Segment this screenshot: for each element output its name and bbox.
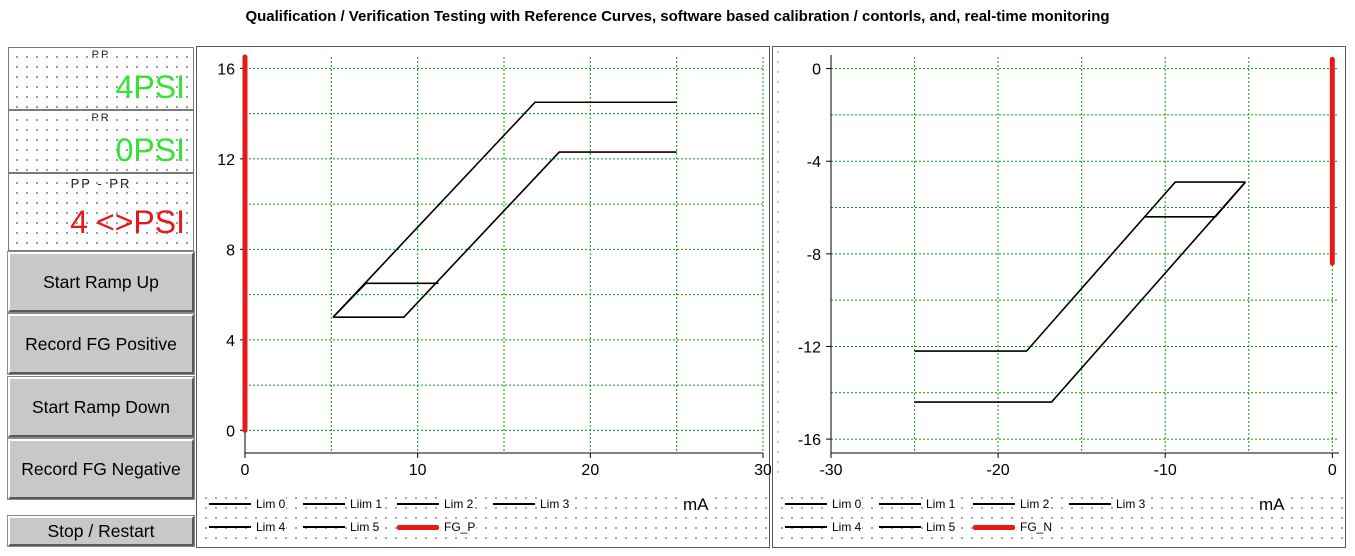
pos-legend-item: Lim 5	[303, 520, 381, 534]
pos-right-margin-dots	[767, 47, 771, 477]
neg-legend-swatch	[879, 503, 921, 505]
pos-y-tick-label: 16	[217, 61, 235, 78]
positive-chart: 0 10 20 30 0 4 8 12 16	[197, 47, 771, 479]
neg-legend-label: Lim 4	[831, 520, 863, 534]
neg-legend-item: Lim 3	[1069, 497, 1147, 511]
stop-restart-button[interactable]: Stop / Restart	[7, 515, 195, 547]
neg-y-tick-label: -4	[807, 154, 821, 171]
pos-x-tick-label: 30	[754, 462, 771, 479]
pos-legend-label: Lim 5	[349, 520, 381, 534]
neg-legend-swatch	[879, 526, 921, 528]
neg-y-tick-label: -12	[798, 339, 821, 356]
pos-legend-label: Lim 0	[255, 497, 287, 511]
pos-legend-item: Lim 3	[493, 497, 571, 511]
pos-legend-label: Liim 1	[349, 497, 384, 511]
window-title: Qualification / Verification Testing wit…	[245, 8, 1110, 25]
pos-legend-label: Lim 3	[539, 497, 571, 511]
pp-pr-label: PP - PR	[70, 176, 132, 191]
pr-readout: PR 0PSI	[8, 110, 194, 173]
record-fg-negative-button[interactable]: Record FG Negative	[7, 438, 195, 500]
neg-legend-label: Lim 2	[1019, 497, 1051, 511]
neg-legend-swatch	[785, 526, 827, 528]
neg-series-lim-2	[1145, 181, 1247, 218]
pos-x-tick-label: 20	[581, 462, 599, 479]
pr-unit: PSI	[133, 132, 185, 168]
neg-series-lim-1	[914, 181, 1247, 403]
negative-chart-panel: -30 -20 -10 0 0 -4 -8 -12 -16 Lim 0 Lim 1 Lim 2 Lim…	[772, 46, 1347, 548]
pos-legend-label: Lim 4	[255, 520, 287, 534]
neg-legend-swatch	[1069, 503, 1111, 505]
pr-label: PR	[91, 112, 111, 124]
pos-x-tick-label: 0	[241, 462, 250, 479]
neg-y-tick-label: -16	[798, 432, 821, 449]
pos-legend-swatch	[303, 526, 345, 528]
neg-legend-item: Lim 5	[879, 520, 957, 534]
pos-legend-item: Lim 4	[209, 520, 287, 534]
pos-legend-item: Liim 1	[303, 497, 384, 511]
pos-legend-item: Lim 0	[209, 497, 287, 511]
negative-x-unit-label: mA	[1257, 495, 1287, 515]
negative-chart: -30 -20 -10 0 0 -4 -8 -12 -16	[773, 47, 1347, 479]
pos-x-tick-label: 10	[409, 462, 427, 479]
neg-x-tick-label: -10	[1154, 462, 1177, 479]
pos-legend-swatch	[493, 503, 535, 505]
neg-legend-swatch	[973, 524, 1015, 530]
pr-number: 0	[115, 132, 134, 168]
neg-legend-swatch	[973, 503, 1015, 505]
pos-legend-item: FG_P	[397, 520, 477, 534]
neg-x-tick-label: -30	[819, 462, 842, 479]
start-ramp-down-button[interactable]: Start Ramp Down	[7, 376, 195, 438]
pp-label: PP	[91, 49, 111, 61]
neg-right-margin-dots	[1343, 47, 1347, 477]
neg-legend-swatch	[785, 503, 827, 505]
pos-legend-label: FG_P	[443, 520, 477, 534]
pp-number: 4	[115, 69, 134, 105]
neg-plot-area	[831, 57, 1339, 453]
pp-pr-readout: PP - PR 4 <>PSI	[8, 173, 194, 251]
pos-legend-swatch	[303, 503, 345, 505]
pos-legend-swatch	[209, 526, 251, 528]
positive-x-unit-label: mA	[681, 495, 711, 515]
positive-chart-legend: Lim 0 Liim 1 Lim 2 Lim 3 Lim 4 Lim 5 FG_P	[197, 489, 769, 547]
pos-left-margin-dots	[197, 47, 201, 477]
neg-legend-label: Lim 1	[925, 497, 957, 511]
record-fg-positive-button[interactable]: Record FG Positive	[7, 313, 195, 375]
neg-y-tick-label: -8	[807, 247, 821, 264]
neg-legend-label: Lim 0	[831, 497, 863, 511]
neg-legend-item: Lim 1	[879, 497, 957, 511]
pp-pr-unit: <>PSI	[96, 204, 185, 240]
pp-value: 4PSI	[116, 67, 185, 107]
pos-y-tick-label: 12	[217, 152, 235, 169]
pos-legend-swatch	[397, 503, 439, 505]
start-ramp-up-button[interactable]: Start Ramp Up	[7, 251, 195, 313]
pos-y-tick-label: 4	[226, 333, 235, 350]
neg-legend-item: FG_N	[973, 520, 1054, 534]
neg-legend-item: Lim 2	[973, 497, 1051, 511]
neg-x-tick-label: -20	[987, 462, 1010, 479]
pr-value: 0PSI	[116, 130, 185, 170]
pp-readout: PP 4PSI	[8, 47, 194, 110]
neg-legend-label: Lim 5	[925, 520, 957, 534]
pp-unit: PSI	[133, 69, 185, 105]
negative-chart-legend: Lim 0 Lim 1 Lim 2 Lim 3 Lim 4 Lim 5 FG_N	[773, 489, 1345, 547]
neg-left-margin-dots	[773, 47, 787, 477]
pos-series-liim-1	[333, 151, 677, 319]
pp-pr-value: 4 <>PSI	[70, 202, 185, 242]
pos-series-lim-2	[332, 101, 677, 318]
pos-y-tick-label: 0	[226, 423, 235, 440]
pos-y-tick-label: 8	[226, 242, 235, 259]
pos-legend-label: Lim 2	[443, 497, 475, 511]
pos-legend-item: Lim 2	[397, 497, 475, 511]
neg-legend-label: Lim 3	[1115, 497, 1147, 511]
pp-pr-number: 4	[70, 204, 89, 240]
neg-x-tick-label: 0	[1328, 462, 1337, 479]
neg-y-tick-label: 0	[812, 62, 821, 79]
neg-series-lim-0	[914, 181, 1246, 352]
pos-legend-swatch	[209, 503, 251, 505]
neg-legend-label: FG_N	[1019, 520, 1054, 534]
positive-chart-panel: 0 10 20 30 0 4 8 12 16 Lim 0 Liim 1 Lim 2 Lim 3 Lim …	[196, 46, 771, 548]
pos-legend-swatch	[397, 524, 439, 530]
neg-legend-item: Lim 4	[785, 520, 863, 534]
neg-legend-item: Lim 0	[785, 497, 863, 511]
